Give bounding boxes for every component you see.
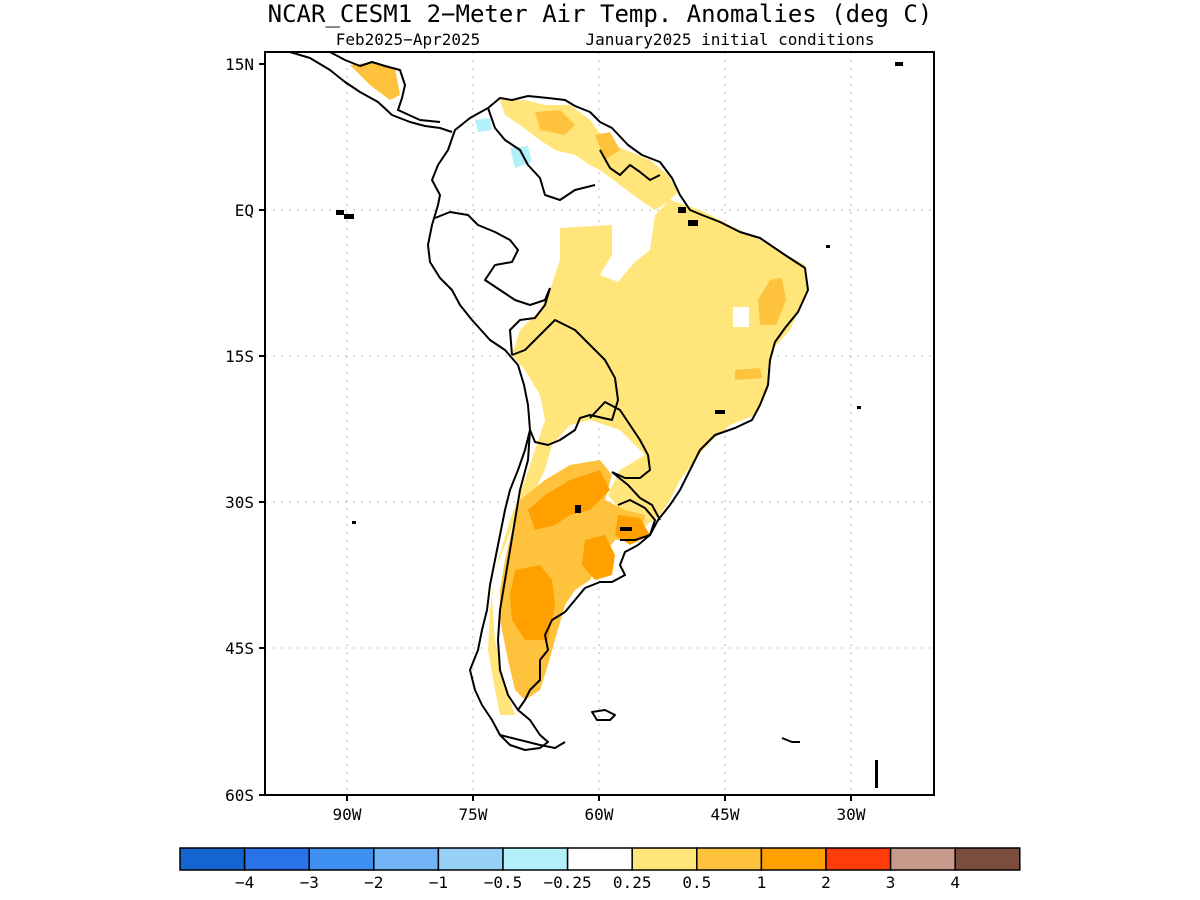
shading-0.5-1-se xyxy=(735,368,762,380)
border-argentina-chile xyxy=(497,429,531,711)
shading-0.5-1-central-am xyxy=(350,62,400,100)
map-area xyxy=(265,52,934,795)
border-argentina-brazil xyxy=(611,471,661,521)
colorbar-swatch xyxy=(825,847,892,871)
central-america-coast xyxy=(289,52,453,133)
border-uruguay xyxy=(617,499,656,541)
border-peru-brazil xyxy=(509,287,551,356)
colorbar: −4 −3 −2 −1 −0.5 −0.25 0.25 0.5 1 2 3 4 xyxy=(179,847,1021,892)
border-guianas xyxy=(599,149,661,181)
colorbar-label: −4 xyxy=(235,873,254,892)
border-colombia-venezuela xyxy=(487,107,596,201)
x-tick-label: 30W xyxy=(837,805,866,824)
colorbar-swatch xyxy=(502,847,569,871)
colorbar-swatch xyxy=(566,847,633,871)
colorbar-swatch xyxy=(308,847,375,871)
colorbar-swatch xyxy=(760,847,827,871)
border-bolivia xyxy=(511,319,619,446)
x-axis: 90W 75W 60W 45W 30W xyxy=(333,795,866,824)
colorbar-swatch xyxy=(889,847,956,871)
shading-0.5-1-guyana xyxy=(595,132,620,160)
colorbar-label: 0.5 xyxy=(682,873,711,892)
y-axis: 15N EQ 15S 30S 45S 60S xyxy=(225,55,265,805)
shading-1-2-argentina xyxy=(528,470,610,530)
x-tick-label: 60W xyxy=(585,805,614,824)
anomaly-shading xyxy=(350,62,808,715)
colorbar-swatch xyxy=(373,847,440,871)
colorbar-label: 4 xyxy=(950,873,960,892)
colorbar-swatch xyxy=(243,847,310,871)
south-america-coast xyxy=(427,95,809,751)
colorbar-label: −0.5 xyxy=(484,873,523,892)
colorbar-swatch xyxy=(696,847,763,871)
shading-white-gap xyxy=(733,307,749,327)
y-tick-label: 15S xyxy=(225,347,254,366)
colorbar-label: −0.25 xyxy=(544,873,592,892)
coastlines xyxy=(289,52,809,751)
x-tick-label: 45W xyxy=(711,805,740,824)
colorbar-label: 0.25 xyxy=(613,873,652,892)
y-tick-label: 30S xyxy=(225,493,254,512)
y-tick-label: 60S xyxy=(225,786,254,805)
colorbar-label: 3 xyxy=(886,873,896,892)
falklands xyxy=(591,709,616,721)
y-tick-label: EQ xyxy=(235,201,254,220)
shading-1-2-pampas xyxy=(582,535,615,580)
shading-0.5-1-brazil xyxy=(758,278,786,325)
y-tick-label: 15N xyxy=(225,55,254,74)
tierra-del-fuego xyxy=(499,734,566,749)
colorbar-label: 2 xyxy=(821,873,831,892)
small-islands xyxy=(336,62,903,788)
colorbar-label: −1 xyxy=(429,873,448,892)
map-subtitle-period: Feb2025−Apr2025 xyxy=(336,30,481,49)
x-tick-label: 75W xyxy=(459,805,488,824)
shading-1-2-andes xyxy=(510,565,555,640)
y-tick-label: 45S xyxy=(225,639,254,658)
colorbar-label: 1 xyxy=(757,873,767,892)
shading-0.5-1-ven xyxy=(535,110,575,135)
shading-neg-col1 xyxy=(475,118,492,132)
colorbar-swatch xyxy=(437,847,504,871)
colorbar-swatch xyxy=(179,847,246,871)
map-title: NCAR_CESM1 2−Meter Air Temp. Anomalies (… xyxy=(268,0,933,28)
colorbar-label: −3 xyxy=(300,873,319,892)
border-colombia-peru xyxy=(434,211,551,306)
border-paraguay xyxy=(589,401,651,479)
map-subtitle-init: January2025 initial conditions xyxy=(586,30,875,49)
x-tick-label: 90W xyxy=(333,805,362,824)
colorbar-label: −2 xyxy=(364,873,383,892)
colorbar-swatch xyxy=(954,847,1021,871)
colorbar-swatch xyxy=(631,847,698,871)
south-georgia xyxy=(781,737,800,743)
